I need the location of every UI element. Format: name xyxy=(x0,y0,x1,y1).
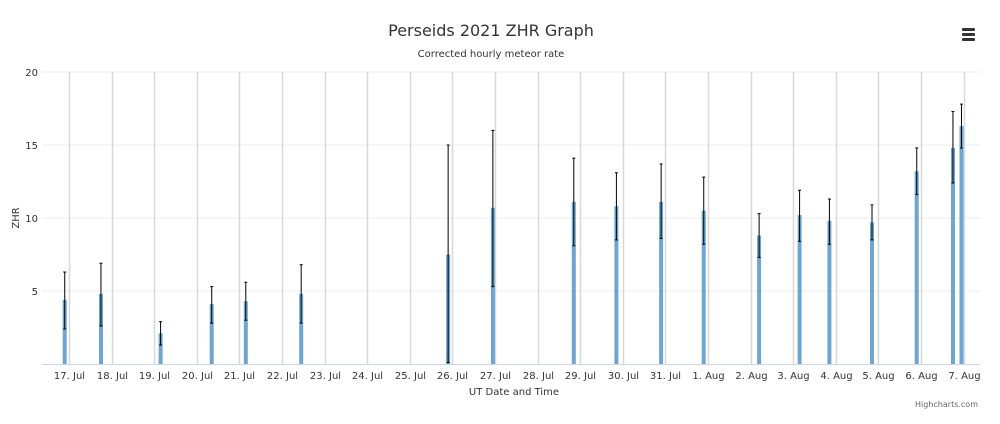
x-tick-label: 6. Aug xyxy=(905,371,937,382)
x-tick-label: 2. Aug xyxy=(735,371,767,382)
zhr-bar xyxy=(701,210,706,364)
x-tick-label: 25. Jul xyxy=(395,371,426,382)
chart-title: Perseids 2021 ZHR Graph xyxy=(388,21,594,40)
zhr-bar xyxy=(870,222,874,364)
x-tick-label: 22. Jul xyxy=(267,371,298,382)
x-tick-label: 1. Aug xyxy=(692,371,724,382)
x-tick-label: 24. Jul xyxy=(352,371,383,382)
zhr-bar xyxy=(571,201,576,364)
zhr-bar xyxy=(299,293,304,364)
zhr-bar xyxy=(659,201,664,364)
y-axis-title: ZHR xyxy=(11,207,22,228)
zhr-bar xyxy=(243,301,248,364)
x-tick-label: 26. Jul xyxy=(437,371,468,382)
x-tick-label: 18. Jul xyxy=(97,371,128,382)
zhr-bar xyxy=(209,304,214,364)
zhr-bar xyxy=(757,235,762,364)
x-tick-label: 27. Jul xyxy=(480,371,511,382)
x-tick-label: 30. Jul xyxy=(608,371,639,382)
x-tick-label: 31. Jul xyxy=(650,371,681,382)
x-tick-label: 19. Jul xyxy=(139,371,170,382)
zhr-bar xyxy=(99,293,103,364)
zhr-bar xyxy=(959,126,964,364)
chart-menu-button[interactable] xyxy=(958,24,980,44)
x-tick-label: 17. Jul xyxy=(54,371,85,382)
x-tick-label: 28. Jul xyxy=(523,371,554,382)
zhr-bar xyxy=(797,215,802,364)
zhr-bar xyxy=(951,147,955,364)
y-tick-label: 10 xyxy=(25,214,38,225)
x-tick-label: 29. Jul xyxy=(565,371,596,382)
x-axis-title: UT Date and Time xyxy=(469,387,559,398)
x-tick-label: 20. Jul xyxy=(182,371,213,382)
x-tick-label: 23. Jul xyxy=(310,371,341,382)
zhr-bar xyxy=(614,206,619,364)
y-tick-label: 5 xyxy=(32,287,38,298)
zhr-bar xyxy=(827,220,832,364)
x-tick-label: 5. Aug xyxy=(862,371,894,382)
chart-subtitle: Corrected hourly meteor rate xyxy=(418,49,565,60)
grid-layer xyxy=(42,71,980,364)
y-tick-label: 20 xyxy=(25,68,38,79)
credits-link[interactable]: Highcharts.com xyxy=(915,400,978,409)
error-bar-layer xyxy=(63,103,963,364)
x-tick-label: 4. Aug xyxy=(820,371,852,382)
x-tick-label: 3. Aug xyxy=(777,371,809,382)
zhr-bar xyxy=(158,333,163,364)
zhr-bar xyxy=(914,171,919,364)
zhr-bar xyxy=(62,299,67,364)
axis-layer: 5 10 15 20 17. Jul 18. Jul 19. Jul 20. Jul 21. J… xyxy=(25,68,980,382)
y-tick-label: 15 xyxy=(25,141,38,152)
x-tick-label: 21. Jul xyxy=(224,371,255,382)
x-tick-label: 7. Aug xyxy=(948,371,980,382)
